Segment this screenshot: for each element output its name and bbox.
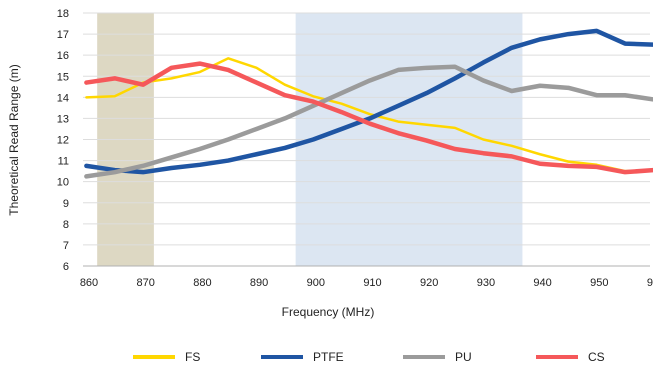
- legend: FS PTFE PU CS: [133, 350, 605, 364]
- y-tick-label-8: 8: [63, 219, 69, 231]
- y-axis-title: Theoretical Read Range (m): [7, 64, 21, 215]
- legend-label-pu: PU: [455, 350, 472, 364]
- series-line-cs: [84, 61, 653, 175]
- x-tick-label-910: 910: [363, 277, 381, 289]
- x-tick-label-930: 930: [477, 277, 495, 289]
- y-tick-label-6: 6: [63, 261, 69, 273]
- y-tick-label-9: 9: [63, 198, 69, 210]
- x-tick-label-950: 950: [590, 277, 608, 289]
- y-tick-label-18: 18: [57, 8, 69, 20]
- y-tick-label-13: 13: [57, 113, 69, 125]
- x-tick-label-900: 900: [307, 277, 325, 289]
- legend-label-ptfe: PTFE: [313, 350, 344, 364]
- x-tick-label-890: 890: [250, 277, 268, 289]
- x-axis-title: Frequency (MHz): [282, 305, 375, 319]
- y-tick-label-10: 10: [57, 177, 69, 189]
- legend-label-fs: FS: [185, 350, 200, 364]
- series-line-fs: [85, 57, 653, 173]
- series-line-ptfe: [84, 28, 653, 175]
- y-tick-label-7: 7: [63, 240, 69, 252]
- series-line-pu: [84, 64, 653, 179]
- x-tick-label-940: 940: [533, 277, 551, 289]
- y-tick-label-12: 12: [57, 135, 69, 147]
- legend-label-cs: CS: [588, 350, 605, 364]
- x-tick-label-870: 870: [137, 277, 155, 289]
- y-tick-label-16: 16: [57, 50, 69, 62]
- series-lines: [84, 28, 653, 179]
- x-tick-label-860: 860: [80, 277, 98, 289]
- y-tick-label-15: 15: [57, 71, 69, 83]
- x-tick-label-920: 920: [420, 277, 438, 289]
- x-tick-label-960: 960: [647, 277, 653, 289]
- y-tick-label-14: 14: [57, 92, 69, 104]
- y-tick-label-11: 11: [58, 156, 69, 168]
- y-tick-label-17: 17: [57, 29, 69, 41]
- x-tick-label-880: 880: [193, 277, 211, 289]
